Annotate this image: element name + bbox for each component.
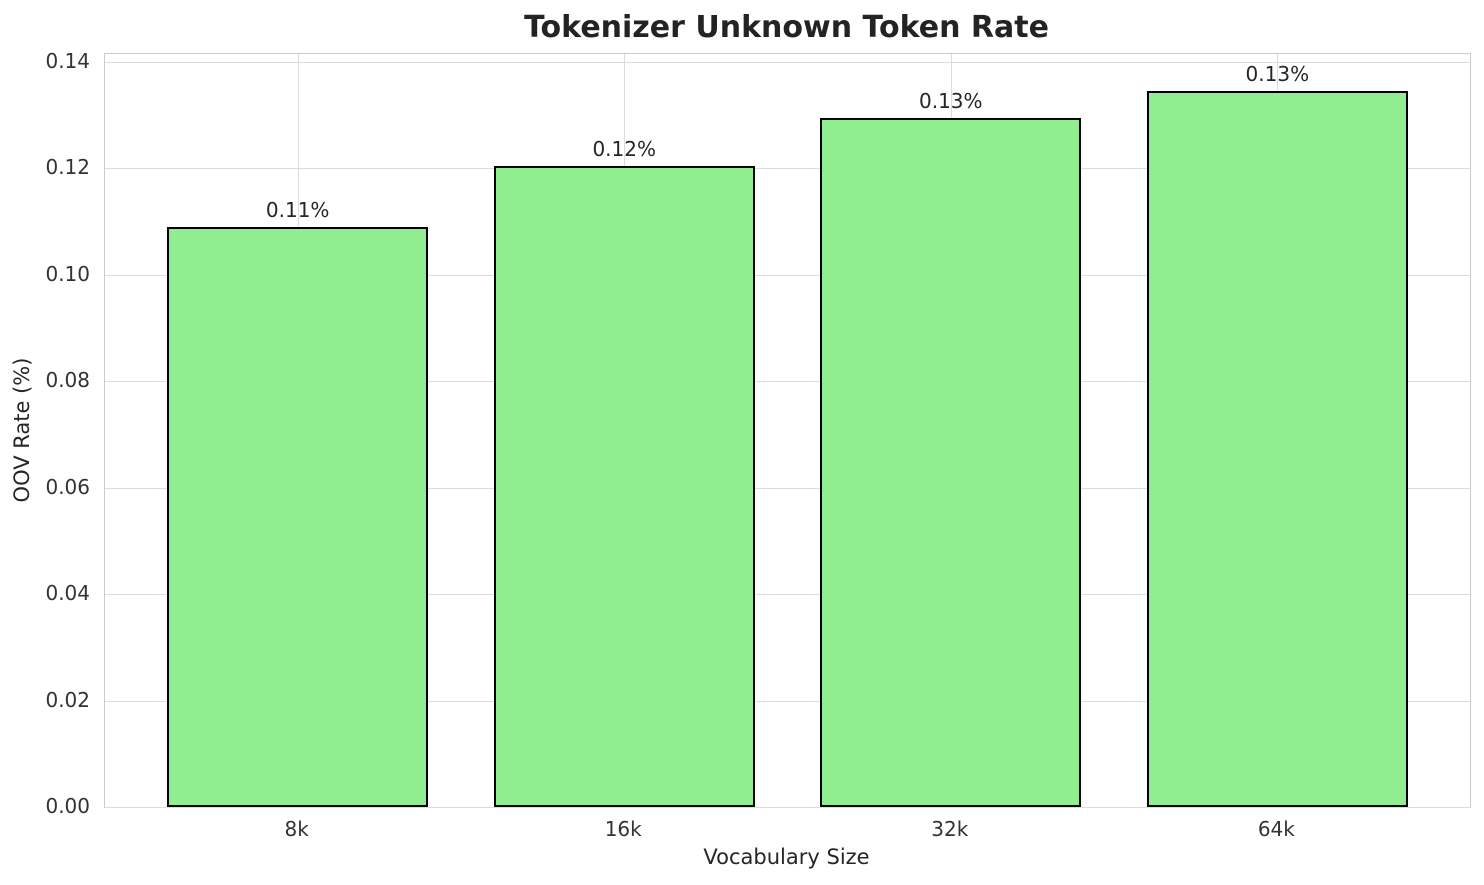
x-tick-label: 64k <box>1257 817 1295 841</box>
x-tick-label: 8k <box>284 817 309 841</box>
y-tick-label: 0.02 <box>45 687 90 712</box>
y-tick-label: 0.08 <box>45 368 90 393</box>
y-tick-label: 0.00 <box>45 794 90 818</box>
y-gridline <box>105 168 1470 170</box>
bar <box>820 117 1082 807</box>
bar <box>167 226 429 807</box>
bar <box>493 165 755 807</box>
chart-title: Tokenizer Unknown Token Rate <box>524 10 1049 45</box>
plot-area: 0.11% 0.12% 0.13% 0.13% <box>104 53 1471 808</box>
bar-value-label: 0.13% <box>1245 62 1310 87</box>
y-gridline <box>105 807 1470 808</box>
bar <box>1146 91 1408 807</box>
y-gridline <box>105 274 1470 276</box>
y-gridline <box>105 700 1470 702</box>
y-gridline <box>105 61 1470 63</box>
bar-value-label: 0.13% <box>918 88 983 113</box>
y-gridline <box>105 594 1470 596</box>
y-gridline <box>105 381 1470 383</box>
bar-value-label: 0.11% <box>265 197 330 222</box>
x-tick-label: 32k <box>931 817 969 841</box>
y-tick-label: 0.10 <box>45 261 90 286</box>
y-gridline <box>105 487 1470 489</box>
y-tick-label: 0.12 <box>45 155 90 180</box>
y-tick-label: 0.14 <box>45 48 90 73</box>
x-axis-label: Vocabulary Size <box>703 845 870 869</box>
x-tick-label: 16k <box>604 817 642 841</box>
y-tick-label: 0.04 <box>45 581 90 606</box>
y-tick-label: 0.06 <box>45 474 90 499</box>
bar-value-label: 0.12% <box>592 136 656 161</box>
